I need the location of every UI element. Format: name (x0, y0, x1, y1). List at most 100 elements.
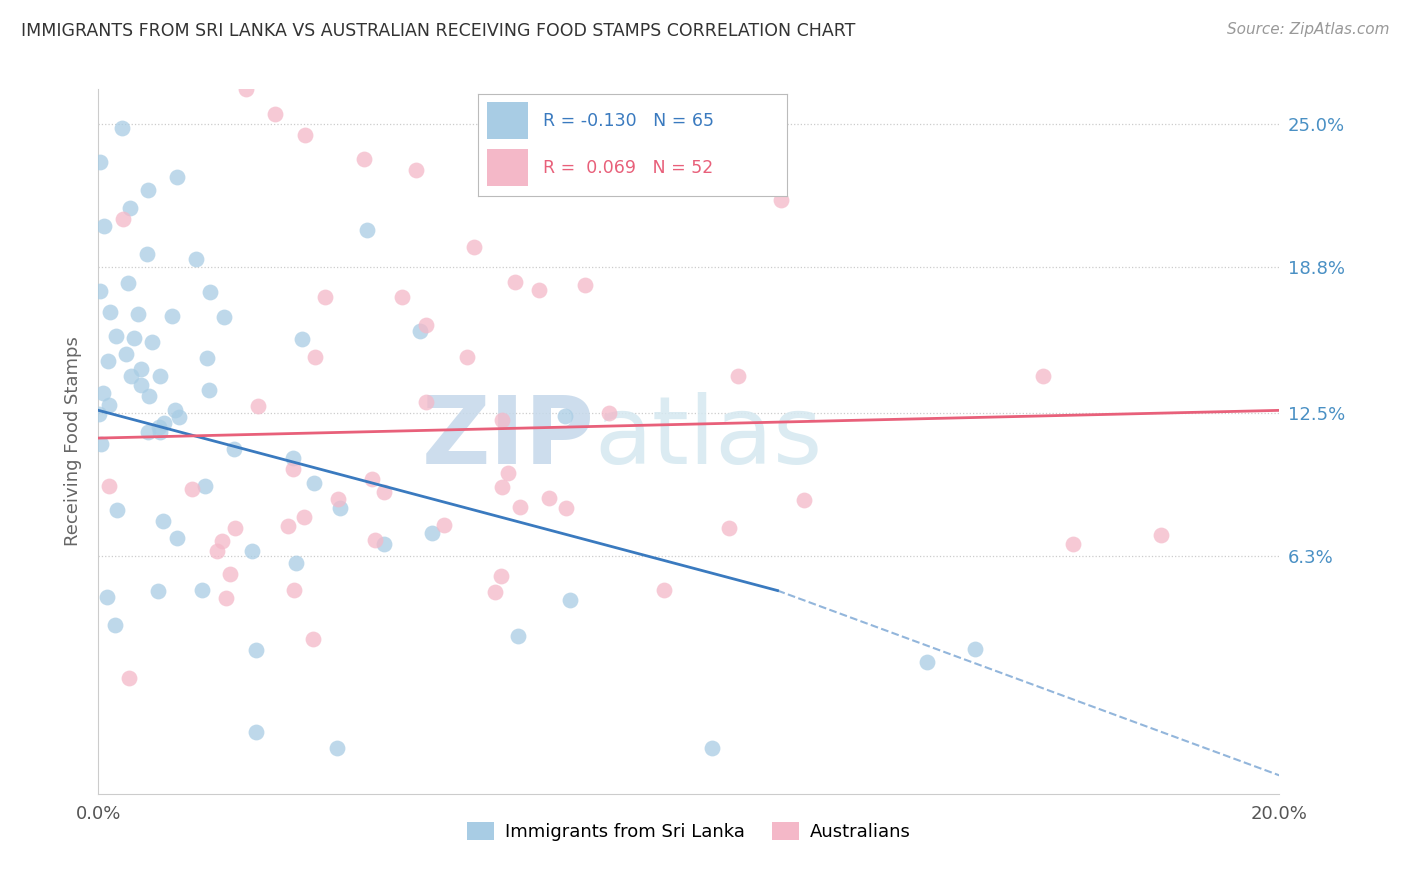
Point (149, 425, 172, 440)
Text: R =  0.069   N = 52: R = 0.069 N = 52 (543, 159, 713, 177)
Point (373, 537, 395, 551)
Point (654, 583, 676, 598)
Point (294, 510, 316, 524)
Point (89, 154, 111, 169)
Bar (488, 149, 527, 186)
Point (122, 331, 145, 345)
Point (326, 740, 349, 755)
Point (361, 472, 384, 486)
Point (120, 201, 142, 215)
Point (463, 240, 485, 254)
Point (304, 476, 326, 491)
Point (283, 583, 305, 598)
Point (219, 567, 242, 582)
Point (560, 592, 582, 607)
Legend: Immigrants from Sri Lanka, Australians: Immigrants from Sri Lanka, Australians (460, 815, 918, 848)
Point (211, 533, 233, 548)
Point (152, 514, 174, 528)
Point (527, 283, 550, 297)
Point (114, 347, 136, 361)
Point (96, 590, 118, 604)
Point (97, 479, 120, 493)
Point (364, 533, 387, 547)
Point (491, 413, 513, 427)
Point (415, 318, 437, 332)
Point (1062, 537, 1084, 551)
Point (415, 394, 437, 409)
Point (246, 399, 269, 413)
Point (222, 442, 245, 456)
Point (329, 500, 352, 515)
Point (127, 308, 149, 322)
Point (240, 544, 263, 558)
Point (98, 398, 121, 412)
Point (294, 128, 316, 143)
Point (284, 556, 307, 570)
Point (224, 521, 246, 535)
Point (373, 485, 395, 500)
Point (915, 655, 938, 669)
Point (718, 521, 741, 535)
Point (129, 361, 152, 376)
Point (105, 502, 128, 516)
Point (353, 152, 375, 166)
Point (245, 642, 267, 657)
Point (391, 290, 413, 304)
Text: IMMIGRANTS FROM SRI LANKA VS AUSTRALIAN RECEIVING FOOD STAMPS CORRELATION CHART: IMMIGRANTS FROM SRI LANKA VS AUSTRALIAN … (21, 22, 855, 40)
Point (212, 310, 235, 324)
Point (146, 584, 169, 599)
Point (90, 437, 112, 451)
Point (215, 591, 238, 605)
Point (198, 285, 221, 300)
Text: atlas: atlas (595, 392, 823, 484)
Point (554, 409, 576, 424)
Point (1032, 369, 1054, 384)
Y-axis label: Receiving Food Stamps: Receiving Food Stamps (65, 336, 83, 547)
Point (409, 324, 432, 338)
Point (235, 82, 257, 96)
Point (98, 305, 121, 319)
Point (538, 491, 561, 505)
Point (433, 518, 456, 533)
Point (162, 309, 184, 323)
Point (138, 388, 160, 402)
Point (205, 544, 228, 558)
Point (489, 569, 512, 583)
Point (509, 500, 531, 515)
Point (181, 482, 204, 496)
Point (498, 467, 520, 481)
Point (304, 350, 326, 364)
Point (1150, 527, 1173, 541)
Point (118, 671, 141, 685)
Point (97, 353, 120, 368)
Point (793, 492, 815, 507)
Point (484, 585, 506, 599)
Point (138, 425, 160, 440)
Point (184, 252, 207, 266)
Point (328, 491, 350, 506)
Point (129, 378, 152, 392)
Point (91, 386, 114, 401)
Point (281, 451, 304, 466)
Point (727, 369, 749, 384)
Point (420, 525, 443, 540)
Point (314, 289, 336, 303)
Point (554, 500, 576, 515)
Point (148, 420, 170, 434)
Point (963, 642, 986, 657)
Point (769, 193, 792, 207)
Point (506, 629, 529, 643)
Point (112, 211, 135, 226)
Point (141, 334, 163, 349)
Point (166, 531, 188, 545)
Point (505, 275, 527, 289)
Point (111, 121, 134, 136)
Point (120, 368, 142, 383)
Point (149, 368, 172, 383)
Point (598, 406, 620, 420)
Point (281, 462, 304, 476)
Point (277, 519, 299, 533)
Point (302, 632, 325, 647)
Point (356, 223, 378, 237)
Text: Source: ZipAtlas.com: Source: ZipAtlas.com (1226, 22, 1389, 37)
